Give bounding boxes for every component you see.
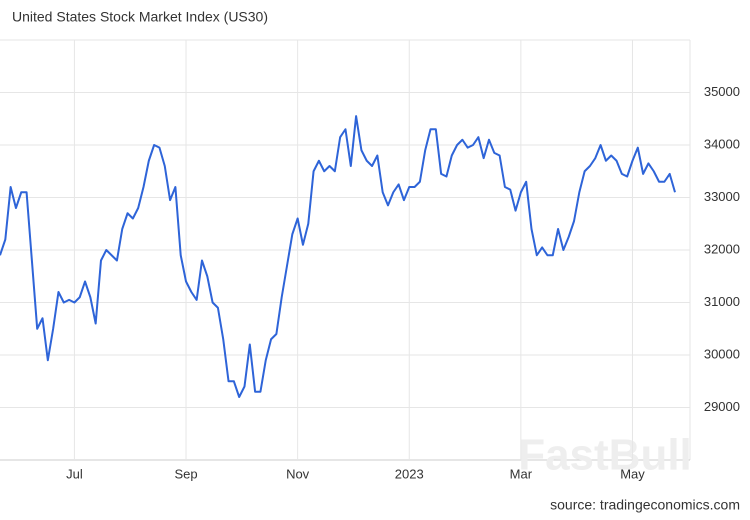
x-tick-label: Jul: [66, 466, 83, 481]
source-label: source: tradingeconomics.com: [550, 497, 740, 513]
y-tick-label: 29000: [704, 399, 740, 414]
x-tick-label: Mar: [510, 466, 533, 481]
y-tick-label: 31000: [704, 294, 740, 309]
y-tick-label: 35000: [704, 84, 740, 99]
x-tick-label: May: [620, 466, 645, 481]
y-tick-label: 32000: [704, 241, 740, 256]
y-tick-label: 33000: [704, 189, 740, 204]
y-tick-label: 30000: [704, 346, 740, 361]
x-tick-label: Nov: [286, 466, 310, 481]
y-tick-label: 34000: [704, 136, 740, 151]
x-tick-label: 2023: [395, 466, 424, 481]
chart-title: United States Stock Market Index (US30): [12, 9, 268, 25]
x-tick-label: Sep: [174, 466, 197, 481]
watermark: FastBull: [518, 431, 692, 480]
line-series: [0, 115, 676, 398]
